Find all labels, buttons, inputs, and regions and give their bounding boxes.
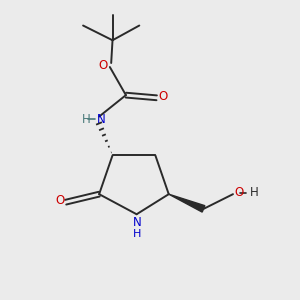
Text: N: N xyxy=(97,113,105,126)
Text: H: H xyxy=(250,186,259,199)
Text: O: O xyxy=(159,90,168,103)
Text: N: N xyxy=(133,216,142,229)
Text: H: H xyxy=(133,229,141,239)
Text: O: O xyxy=(55,194,64,207)
Polygon shape xyxy=(169,194,205,212)
Text: O: O xyxy=(234,186,244,199)
Text: H: H xyxy=(81,113,90,126)
Text: O: O xyxy=(98,59,107,72)
